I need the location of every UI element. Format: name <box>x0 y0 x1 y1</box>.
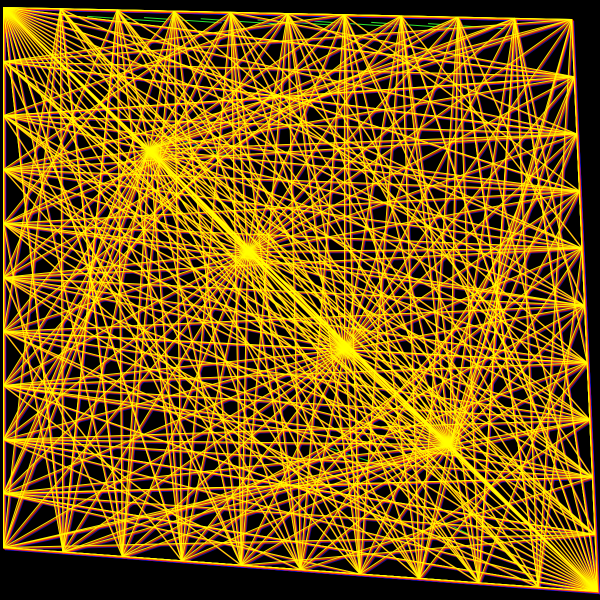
hub-node-4 <box>441 436 459 454</box>
hub-node-2 <box>239 243 257 261</box>
hub-node-3 <box>336 341 354 359</box>
hub-node-1 <box>141 141 159 159</box>
